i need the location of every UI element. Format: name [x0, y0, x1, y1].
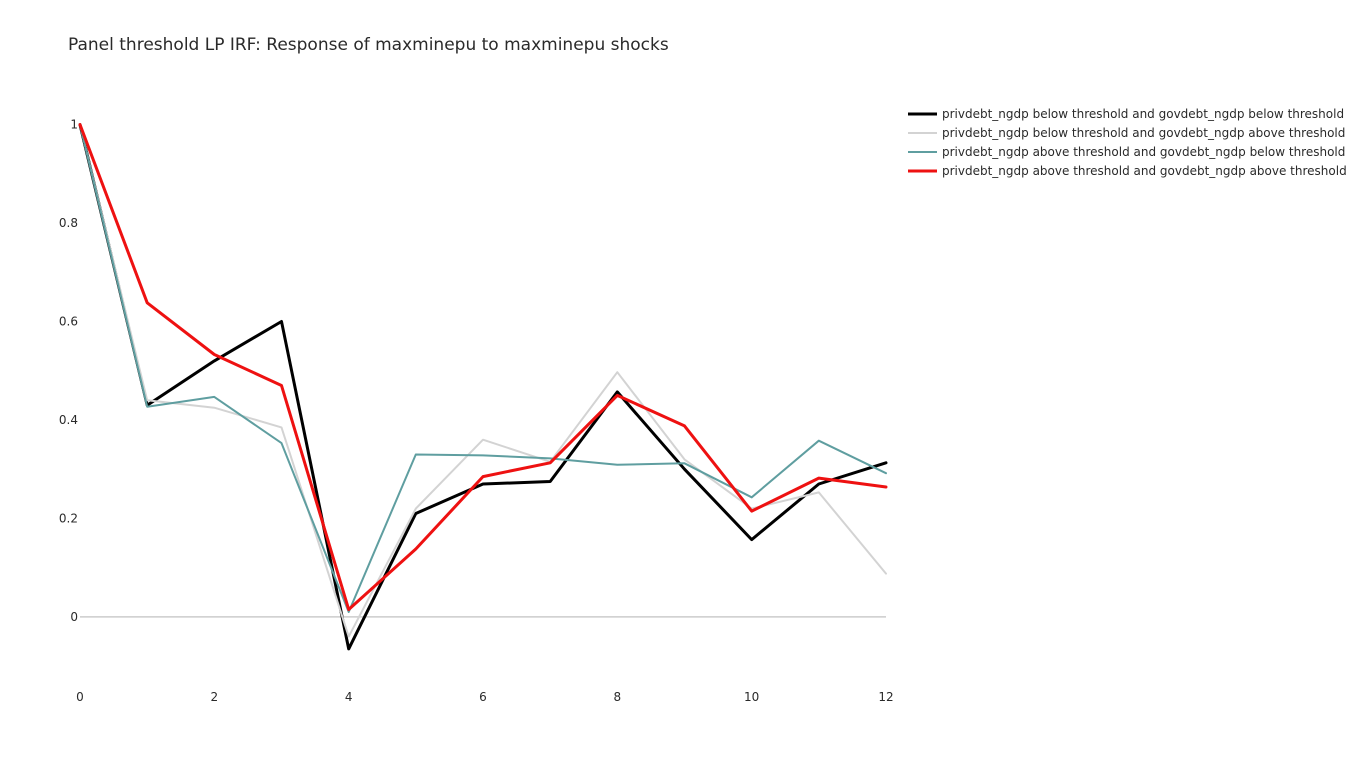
- legend: privdebt_ngdp below threshold and govdeb…: [908, 107, 1347, 178]
- legend-label-1: privdebt_ngdp below threshold and govdeb…: [942, 107, 1344, 121]
- x-tick-label: 6: [479, 690, 487, 704]
- series-line-1: [78, 123, 888, 651]
- legend-label-2: privdebt_ngdp below threshold and govdeb…: [942, 126, 1345, 140]
- y-tick-label: 0.6: [59, 315, 78, 329]
- y-tick-label: 0: [70, 610, 78, 624]
- x-tick-label: 12: [878, 690, 893, 704]
- y-tick-label: 0.4: [59, 413, 78, 427]
- series-line-4: [78, 123, 888, 611]
- legend-label-3: privdebt_ngdp above threshold and govdeb…: [942, 145, 1345, 159]
- legend-label-4: privdebt_ngdp above threshold and govdeb…: [942, 164, 1347, 178]
- chart-title: Panel threshold LP IRF: Response of maxm…: [68, 35, 669, 55]
- y-tick-label: 1: [70, 118, 78, 132]
- y-tick-label: 0.8: [59, 216, 78, 230]
- y-tick-label: 0.2: [59, 511, 78, 525]
- series-layer: [78, 123, 888, 651]
- x-tick-label: 10: [744, 690, 759, 704]
- series-line-3: [79, 123, 887, 613]
- series-line-2: [79, 123, 887, 638]
- x-tick-label: 0: [76, 690, 84, 704]
- y-axis-ticks: 0 0.2 0.4 0.6 0.8 1: [59, 118, 78, 624]
- x-tick-label: 2: [211, 690, 219, 704]
- x-tick-label: 4: [345, 690, 353, 704]
- x-axis-ticks: 0 2 4 6 8 10 12: [76, 690, 893, 704]
- x-tick-label: 8: [614, 690, 622, 704]
